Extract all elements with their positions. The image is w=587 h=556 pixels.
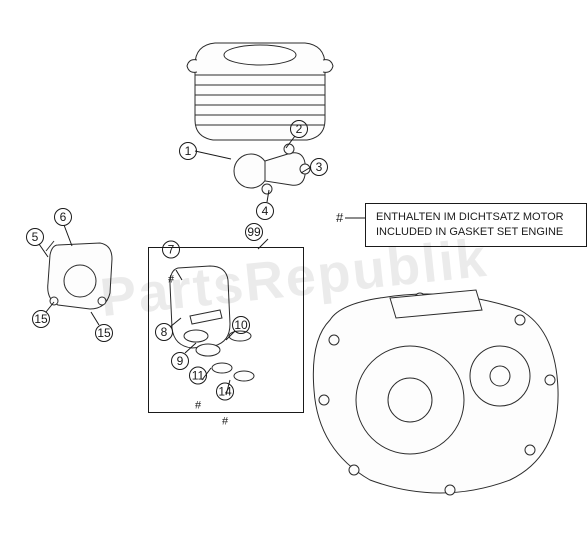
- callout-4: 4: [256, 202, 274, 220]
- callout-8: 8: [155, 323, 173, 341]
- callout-hash: #: [195, 401, 201, 412]
- callout-11: 11 #: [189, 367, 207, 412]
- callout-number: 99: [245, 223, 263, 241]
- gasket-note-line2: INCLUDED IN GASKET SET ENGINE: [376, 225, 576, 240]
- callout-99: 99: [245, 223, 263, 241]
- callout-7: 7#: [162, 241, 180, 286]
- callout-number: 15: [32, 310, 50, 328]
- callout-number: 2: [290, 120, 308, 138]
- callout-5: 5: [26, 228, 44, 246]
- callout-hash: #: [222, 417, 228, 428]
- callout-15: 15: [95, 324, 113, 342]
- callout-1: 1: [179, 142, 197, 160]
- water-pump-cover-illustration: [40, 235, 120, 320]
- callout-number: 1: [179, 142, 197, 160]
- callout-15: 15: [32, 310, 50, 328]
- callout-number: 14: [216, 383, 234, 401]
- callout-6: 6: [54, 208, 72, 226]
- callout-hash: #: [168, 275, 174, 286]
- callout-3: 3: [310, 158, 328, 176]
- callout-number: 10: [232, 316, 250, 334]
- callout-9: 9: [171, 352, 189, 370]
- gasket-note-box: ENTHALTEN IM DICHTSATZ MOTOR INCLUDED IN…: [365, 203, 587, 247]
- callout-number: 5: [26, 228, 44, 246]
- callout-10: 10: [232, 316, 250, 334]
- callout-number: 3: [310, 158, 328, 176]
- callout-number: 15: [95, 324, 113, 342]
- callout-number: 6: [54, 208, 72, 226]
- callout-number: 9: [171, 352, 189, 370]
- callout-number: 7: [162, 241, 180, 259]
- gasket-note-line1: ENTHALTEN IM DICHTSATZ MOTOR: [376, 210, 576, 225]
- crankcase-illustration: [300, 280, 570, 510]
- callout-14: 14 #: [216, 383, 234, 428]
- gasket-note-hash: #: [336, 210, 343, 225]
- callout-2: 2: [290, 120, 308, 138]
- thermostat-assembly-illustration: [225, 135, 320, 205]
- diagram-canvas: ENTHALTEN IM DICHTSATZ MOTOR INCLUDED IN…: [0, 0, 587, 556]
- callout-number: 11: [189, 367, 207, 385]
- callout-number: 4: [256, 202, 274, 220]
- callout-number: 8: [155, 323, 173, 341]
